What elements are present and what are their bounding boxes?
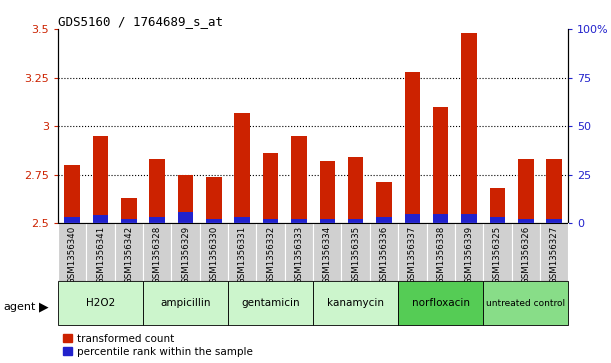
Bar <box>263 219 279 223</box>
Text: GSM1356340: GSM1356340 <box>68 225 77 284</box>
Bar <box>404 72 420 223</box>
Bar <box>461 213 477 223</box>
Bar <box>235 217 250 223</box>
Text: ampicillin: ampicillin <box>160 298 211 308</box>
Bar <box>93 216 108 223</box>
Bar <box>257 223 285 281</box>
Bar <box>285 223 313 281</box>
Bar <box>489 217 505 223</box>
Text: GSM1356335: GSM1356335 <box>351 225 360 284</box>
Bar <box>150 217 165 223</box>
Bar <box>540 223 568 281</box>
Text: GSM1356331: GSM1356331 <box>238 225 247 284</box>
Text: GSM1356325: GSM1356325 <box>493 225 502 284</box>
Bar <box>291 219 307 223</box>
Text: kanamycin: kanamycin <box>327 298 384 308</box>
Text: GSM1356326: GSM1356326 <box>521 225 530 284</box>
Bar <box>64 217 80 223</box>
Bar <box>461 33 477 223</box>
Text: H2O2: H2O2 <box>86 298 115 308</box>
Bar <box>483 281 568 325</box>
Bar <box>433 213 448 223</box>
Bar <box>121 219 137 223</box>
Bar <box>348 157 364 223</box>
Bar <box>313 223 342 281</box>
Bar <box>263 153 279 223</box>
Bar <box>143 281 228 325</box>
Text: GSM1356338: GSM1356338 <box>436 225 445 284</box>
Text: GSM1356342: GSM1356342 <box>125 225 133 284</box>
Bar <box>172 223 200 281</box>
Bar <box>64 165 80 223</box>
Bar <box>320 161 335 223</box>
Bar <box>206 219 222 223</box>
Bar <box>426 223 455 281</box>
Bar <box>489 188 505 223</box>
Bar <box>398 223 426 281</box>
Bar <box>376 183 392 223</box>
Text: GSM1356327: GSM1356327 <box>549 225 558 284</box>
Text: GDS5160 / 1764689_s_at: GDS5160 / 1764689_s_at <box>58 15 223 28</box>
Bar <box>518 219 533 223</box>
Bar <box>115 223 143 281</box>
Text: GSM1356328: GSM1356328 <box>153 225 162 284</box>
Bar <box>511 223 540 281</box>
Text: untreated control: untreated control <box>486 299 565 307</box>
Text: GSM1356330: GSM1356330 <box>210 225 219 284</box>
Legend: transformed count, percentile rank within the sample: transformed count, percentile rank withi… <box>64 334 253 357</box>
Bar <box>376 217 392 223</box>
Bar <box>370 223 398 281</box>
Bar <box>228 281 313 325</box>
Text: GSM1356329: GSM1356329 <box>181 225 190 284</box>
Bar <box>150 159 165 223</box>
Bar <box>143 223 172 281</box>
Text: ▶: ▶ <box>38 300 48 313</box>
Bar <box>58 281 143 325</box>
Text: GSM1356334: GSM1356334 <box>323 225 332 284</box>
Bar <box>228 223 257 281</box>
Bar <box>483 223 511 281</box>
Bar <box>348 219 364 223</box>
Text: gentamicin: gentamicin <box>241 298 300 308</box>
Bar <box>546 219 562 223</box>
Bar <box>291 136 307 223</box>
Bar <box>398 281 483 325</box>
Bar <box>313 281 398 325</box>
Bar <box>320 219 335 223</box>
Text: norfloxacin: norfloxacin <box>412 298 470 308</box>
Text: GSM1356339: GSM1356339 <box>464 225 474 284</box>
Bar <box>178 212 194 223</box>
Bar <box>86 223 115 281</box>
Bar <box>455 223 483 281</box>
Bar <box>433 107 448 223</box>
Text: agent: agent <box>3 302 35 312</box>
Bar <box>93 136 108 223</box>
Bar <box>518 159 533 223</box>
Bar <box>206 177 222 223</box>
Bar <box>200 223 228 281</box>
Text: GSM1356336: GSM1356336 <box>379 225 389 284</box>
Text: GSM1356341: GSM1356341 <box>96 225 105 284</box>
Bar <box>235 113 250 223</box>
Bar <box>178 175 194 223</box>
Bar <box>58 223 86 281</box>
Bar <box>404 213 420 223</box>
Text: GSM1356337: GSM1356337 <box>408 225 417 284</box>
Bar <box>342 223 370 281</box>
Text: GSM1356332: GSM1356332 <box>266 225 275 284</box>
Bar <box>546 159 562 223</box>
Bar <box>121 198 137 223</box>
Text: GSM1356333: GSM1356333 <box>295 225 304 284</box>
